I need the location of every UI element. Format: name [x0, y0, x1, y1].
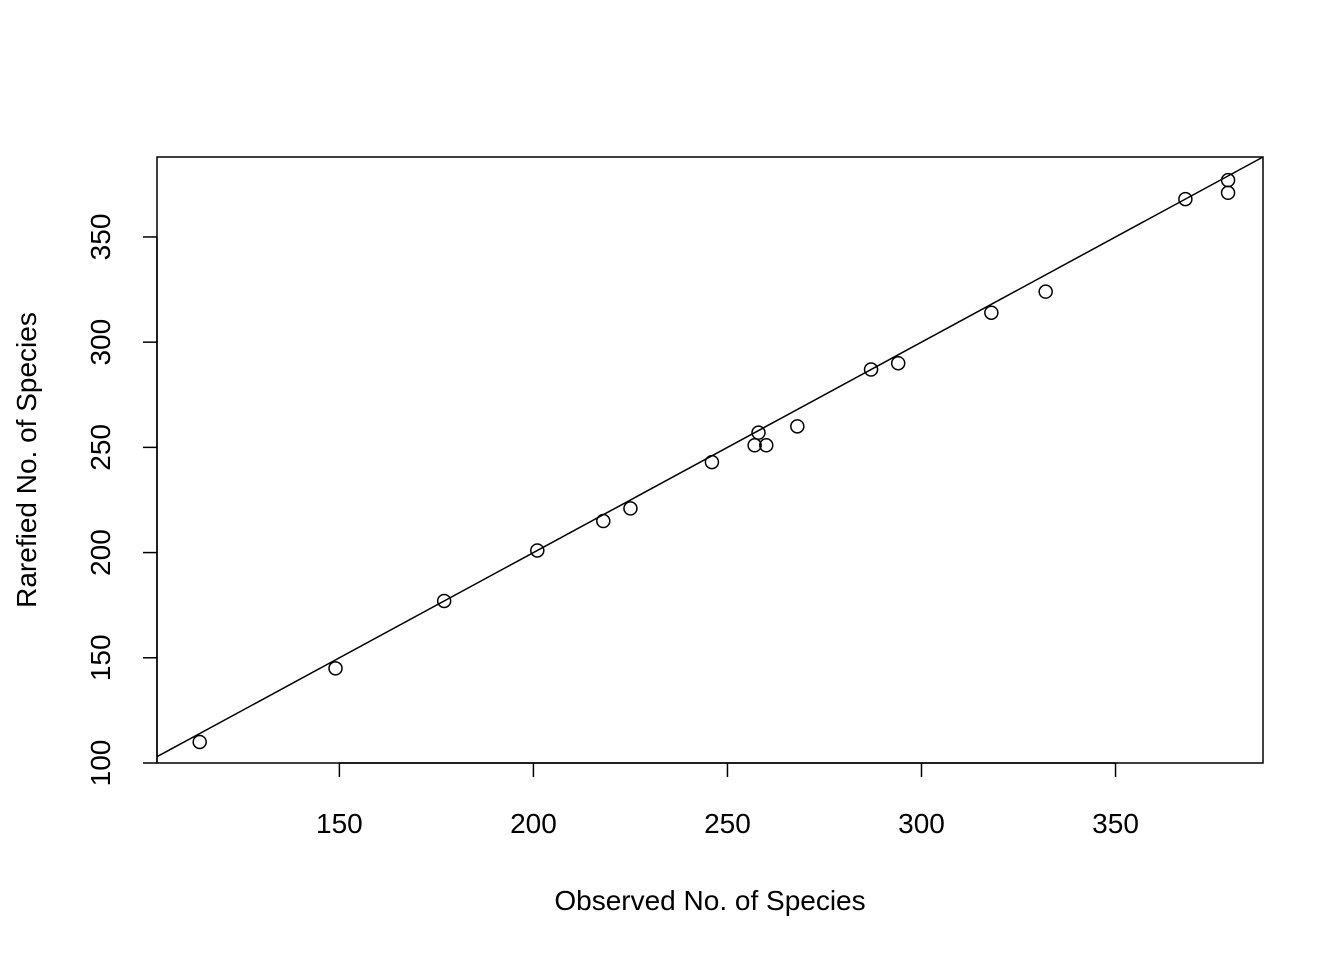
- identity-line: [156, 156, 1264, 758]
- data-point: [863, 362, 879, 377]
- data-point: [790, 419, 805, 434]
- y-tick-label: 300: [85, 319, 116, 366]
- data-point: [192, 734, 207, 750]
- data-point: [1220, 185, 1236, 201]
- data-point: [747, 438, 762, 453]
- data-point: [1178, 191, 1193, 207]
- data-point: [890, 355, 906, 371]
- y-axis-label: Rarefied No. of Species: [11, 312, 42, 608]
- data-point: [751, 425, 766, 440]
- data-point: [530, 543, 545, 558]
- data-points: [192, 172, 1236, 750]
- y-tick-label: 150: [85, 634, 116, 681]
- plot-frame: [156, 156, 1264, 764]
- data-point: [704, 454, 720, 470]
- data-point: [1038, 284, 1053, 299]
- x-tick-label: 200: [510, 808, 557, 839]
- x-axis-label: Observed No. of Species: [554, 885, 865, 916]
- data-point: [328, 661, 343, 676]
- data-point: [596, 513, 611, 529]
- y-tick-label: 250: [85, 424, 116, 471]
- x-axis: 150 200 250 300 350: [316, 762, 1139, 839]
- y-tick-label: 350: [85, 214, 116, 261]
- data-point: [759, 438, 774, 453]
- data-point: [623, 501, 638, 516]
- reference-line-group: [156, 156, 1264, 758]
- data-point: [984, 305, 999, 320]
- y-tick-label: 100: [85, 740, 116, 787]
- x-tick-label: 350: [1092, 808, 1139, 839]
- x-tick-label: 250: [704, 808, 751, 839]
- y-tick-label: 200: [85, 529, 116, 576]
- y-axis: 100 150 200 250 300 350: [85, 214, 158, 787]
- x-tick-label: 150: [316, 808, 363, 839]
- data-point: [436, 593, 452, 609]
- x-tick-label: 300: [898, 808, 945, 839]
